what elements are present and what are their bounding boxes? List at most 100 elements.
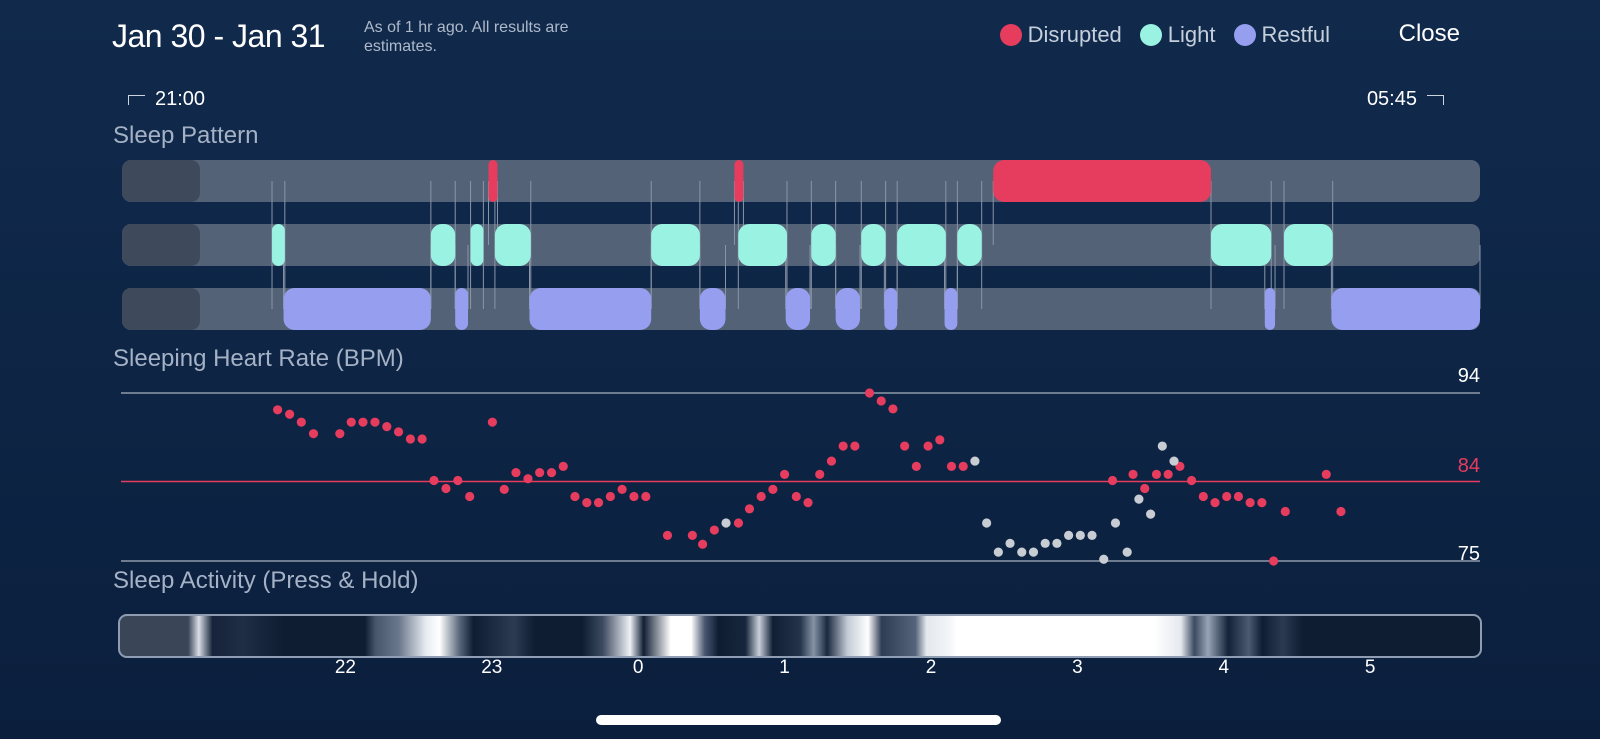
activity-tick-label: 1 (779, 657, 790, 678)
hr-point (923, 441, 933, 451)
hr-point (429, 475, 439, 486)
hr-point (641, 491, 651, 502)
hr-point (1257, 498, 1267, 508)
restful-segment (944, 288, 958, 330)
hr-point (733, 518, 744, 528)
hr-point (546, 467, 557, 478)
max-label: 94 (1458, 365, 1480, 387)
legend-label: Light (1167, 22, 1216, 47)
hr-point (617, 484, 627, 494)
hr-point (453, 475, 463, 486)
light-segment (1284, 224, 1333, 266)
light-segment (957, 224, 982, 266)
header: Jan 30 - Jan 31 As of 1 hr ago. All resu… (112, 16, 1460, 60)
sleep-activity-title: Sleep Activity (Press & Hold) (113, 567, 419, 594)
hr-point (1017, 547, 1027, 557)
end-time: 05:45 (1367, 88, 1454, 111)
bracket-right-icon (1427, 94, 1444, 105)
track-bg-disrupted (122, 160, 1480, 202)
hr-point (1280, 506, 1290, 517)
hr-point (273, 405, 283, 415)
hr-point (698, 539, 708, 549)
hr-point (876, 396, 886, 406)
hr-point (308, 429, 319, 439)
hr-point (709, 525, 719, 535)
hr-point (346, 417, 356, 427)
disrupted-segment (488, 160, 498, 202)
hr-point (511, 467, 521, 478)
hr-point (629, 491, 639, 502)
hr-point (1186, 475, 1197, 486)
hr-point (285, 409, 295, 419)
bracket-left-icon (128, 94, 145, 105)
restful-segment (1264, 288, 1276, 330)
hr-point (900, 441, 910, 451)
sleep-pattern-chart[interactable] (122, 160, 1481, 330)
light-segment (651, 224, 700, 266)
restful-segment (835, 288, 860, 330)
hr-point (1198, 491, 1208, 502)
hr-point (487, 417, 497, 427)
close-button[interactable]: Close (1398, 20, 1460, 47)
hr-point (1134, 494, 1144, 504)
hr-point (1175, 461, 1185, 471)
hr-point (687, 530, 697, 540)
sleep-activity-bar[interactable] (118, 614, 1482, 658)
hr-point (1028, 547, 1039, 557)
end-time-value: 05:45 (1366, 88, 1417, 110)
hr-point (605, 491, 615, 502)
light-segment (897, 224, 946, 266)
hr-point (946, 461, 957, 471)
hr-point (815, 469, 825, 479)
hr-point (780, 469, 790, 479)
activity-tick-label: 3 (1072, 657, 1083, 678)
track-bg-light (122, 224, 1480, 266)
hr-point (1151, 469, 1162, 479)
legend: Disrupted Light Restful (999, 22, 1330, 48)
hr-point (1122, 547, 1132, 557)
hr-point (441, 483, 451, 494)
light-segment (430, 224, 456, 266)
avg-label: 84 (1458, 455, 1480, 477)
hr-point (982, 518, 992, 528)
hr-point (1163, 469, 1173, 479)
hr-point (523, 474, 533, 484)
activity-tick-label: 0 (632, 657, 644, 678)
restful-segment (529, 288, 652, 330)
hr-point (803, 498, 813, 508)
hr-point (335, 429, 345, 439)
hr-point (756, 491, 766, 502)
legend-restful: Restful (1233, 22, 1330, 48)
hr-point (1157, 441, 1167, 451)
hr-point (558, 461, 568, 471)
hr-point (1087, 530, 1097, 540)
home-indicator[interactable] (596, 715, 1001, 725)
date-range: Jan 30 - Jan 31 (112, 18, 326, 54)
hr-point (1005, 538, 1015, 548)
hr-point (358, 417, 368, 427)
light-segment (470, 224, 484, 266)
track-start-disrupted (122, 160, 200, 202)
hr-point (535, 467, 545, 478)
hr-point (465, 491, 475, 502)
hr-point (1233, 491, 1244, 502)
restful-segment (884, 288, 898, 330)
hr-point (993, 547, 1003, 557)
hr-point (662, 530, 673, 540)
activity-tick-label: 5 (1364, 657, 1376, 678)
disrupted-segment (734, 160, 744, 202)
hr-point (958, 461, 968, 471)
hr-point (1064, 530, 1074, 540)
light-dot-icon (1139, 24, 1162, 46)
hr-point (1075, 530, 1085, 540)
light-segment (811, 224, 836, 266)
disrupted-dot-icon (999, 24, 1022, 46)
restful-segment (699, 288, 726, 330)
legend-label: Restful (1261, 22, 1330, 47)
hr-point (1321, 469, 1331, 479)
hr-point (935, 435, 945, 445)
hr-point (1222, 491, 1232, 502)
disrupted-segment (993, 160, 1211, 202)
hr-point (499, 484, 509, 494)
hr-point (744, 504, 755, 514)
